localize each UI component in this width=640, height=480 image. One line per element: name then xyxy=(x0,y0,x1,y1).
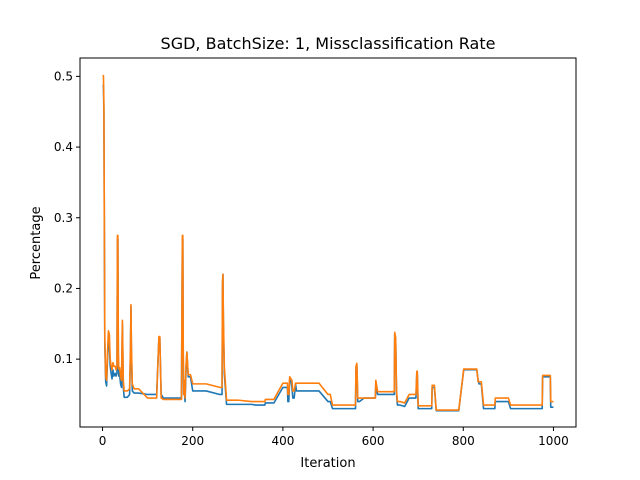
x-tick-label: 0 xyxy=(99,434,107,448)
y-axis-label: Percentage xyxy=(29,206,44,279)
x-axis-ticks: 0 200 400 600 800 1000 xyxy=(99,427,569,448)
y-tick-label: 0.2 xyxy=(54,281,73,295)
series-line-2 xyxy=(102,74,554,411)
plot-frame xyxy=(79,57,577,428)
y-axis-ticks: 0.1 0.2 0.3 0.4 0.5 xyxy=(54,69,80,366)
x-tick-label: 400 xyxy=(271,434,294,448)
plot-area xyxy=(80,58,576,427)
series-layer xyxy=(102,74,554,412)
y-tick-label: 0.5 xyxy=(54,69,73,83)
x-tick-label: 800 xyxy=(452,434,475,448)
x-tick-label: 1000 xyxy=(538,434,569,448)
x-tick-label: 200 xyxy=(181,434,204,448)
chart-title: SGD, BatchSize: 1, Missclassification Ra… xyxy=(161,34,496,53)
y-tick-label: 0.3 xyxy=(54,211,73,225)
y-tick-label: 0.4 xyxy=(54,140,73,154)
y-tick-label: 0.1 xyxy=(54,352,73,366)
x-axis-label: Iteration xyxy=(300,456,355,471)
x-tick-label: 600 xyxy=(362,434,385,448)
